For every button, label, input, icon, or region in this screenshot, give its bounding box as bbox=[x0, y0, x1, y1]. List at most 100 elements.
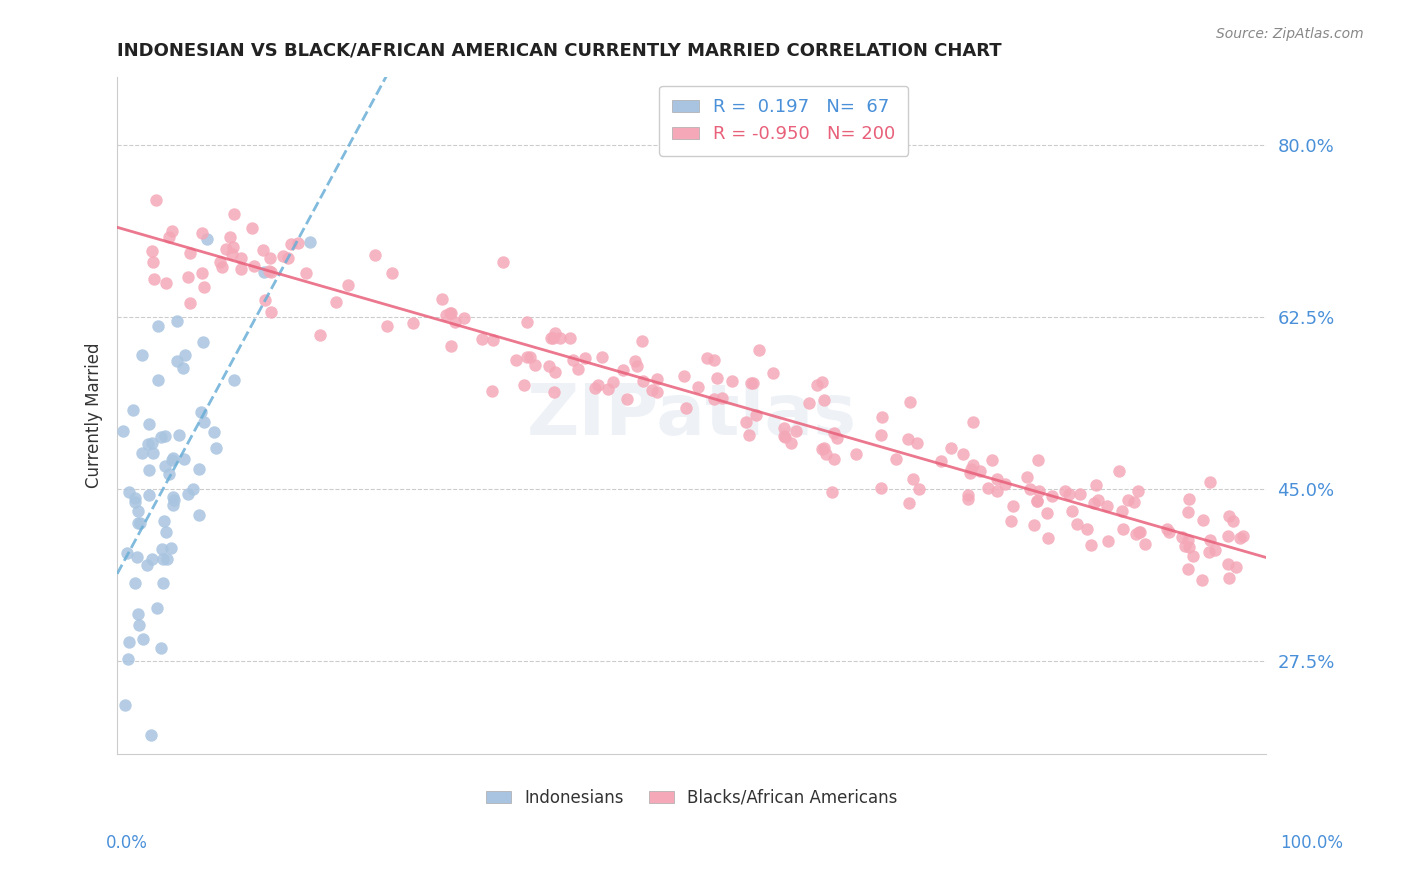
Point bbox=[124, 495, 146, 509]
Legend: Indonesians, Blacks/African Americans: Indonesians, Blacks/African Americans bbox=[479, 782, 904, 814]
Point bbox=[439, 306, 461, 320]
Point bbox=[1053, 483, 1076, 498]
Point bbox=[1133, 537, 1156, 551]
Point bbox=[735, 415, 758, 429]
Point bbox=[115, 546, 138, 560]
Point bbox=[1216, 529, 1239, 543]
Point bbox=[1177, 540, 1199, 554]
Point bbox=[124, 575, 146, 590]
Point bbox=[222, 207, 245, 221]
Point bbox=[845, 447, 868, 461]
Point bbox=[141, 436, 163, 450]
Point bbox=[209, 254, 232, 268]
Point bbox=[567, 362, 589, 376]
Text: 0.0%: 0.0% bbox=[105, 834, 148, 852]
Point bbox=[1229, 532, 1251, 546]
Point bbox=[179, 295, 201, 310]
Point bbox=[672, 369, 695, 384]
Point bbox=[138, 437, 160, 451]
Point bbox=[118, 484, 141, 499]
Point bbox=[1000, 514, 1022, 528]
Point bbox=[131, 348, 153, 362]
Point bbox=[243, 259, 266, 273]
Point bbox=[295, 266, 318, 280]
Point bbox=[219, 230, 242, 244]
Point bbox=[1129, 525, 1152, 540]
Point bbox=[550, 331, 572, 345]
Point bbox=[785, 424, 807, 438]
Point bbox=[132, 632, 155, 647]
Point bbox=[1174, 539, 1197, 553]
Point bbox=[128, 516, 150, 530]
Point bbox=[540, 331, 562, 345]
Point bbox=[229, 262, 252, 277]
Point bbox=[160, 541, 183, 556]
Point bbox=[1232, 529, 1254, 543]
Point bbox=[254, 293, 277, 308]
Point bbox=[222, 240, 245, 254]
Point bbox=[153, 428, 176, 442]
Point bbox=[884, 451, 907, 466]
Point bbox=[229, 251, 252, 265]
Point bbox=[1108, 464, 1130, 478]
Point bbox=[179, 246, 201, 260]
Point bbox=[586, 378, 609, 392]
Point bbox=[524, 359, 547, 373]
Point bbox=[146, 319, 169, 334]
Point bbox=[172, 360, 194, 375]
Point bbox=[142, 446, 165, 460]
Point bbox=[188, 508, 211, 522]
Point bbox=[150, 541, 173, 556]
Point bbox=[696, 351, 718, 365]
Point bbox=[191, 227, 214, 241]
Point bbox=[897, 496, 920, 510]
Point bbox=[117, 651, 139, 665]
Point bbox=[1080, 538, 1102, 552]
Point bbox=[1097, 534, 1119, 549]
Point bbox=[127, 607, 149, 622]
Point bbox=[153, 458, 176, 473]
Point bbox=[1177, 504, 1199, 518]
Point bbox=[825, 431, 848, 445]
Point bbox=[155, 524, 177, 539]
Point bbox=[111, 424, 134, 438]
Point bbox=[381, 265, 404, 279]
Point bbox=[146, 374, 169, 388]
Point bbox=[492, 254, 515, 268]
Point bbox=[202, 425, 225, 439]
Point bbox=[181, 482, 204, 496]
Point bbox=[1128, 524, 1150, 539]
Point bbox=[173, 452, 195, 467]
Point bbox=[1191, 573, 1213, 587]
Point bbox=[190, 405, 212, 419]
Point bbox=[149, 641, 172, 656]
Point bbox=[280, 236, 302, 251]
Point bbox=[141, 552, 163, 566]
Point bbox=[1177, 533, 1199, 548]
Point bbox=[513, 377, 536, 392]
Point bbox=[1066, 517, 1088, 532]
Point bbox=[1028, 483, 1050, 498]
Point bbox=[193, 415, 215, 429]
Point bbox=[146, 601, 169, 615]
Point bbox=[271, 249, 294, 263]
Point bbox=[957, 491, 980, 506]
Point bbox=[962, 416, 984, 430]
Point bbox=[1083, 496, 1105, 510]
Point bbox=[558, 330, 581, 344]
Point bbox=[430, 293, 453, 307]
Point bbox=[986, 483, 1008, 498]
Point bbox=[740, 376, 762, 390]
Point bbox=[1204, 542, 1226, 557]
Point bbox=[444, 316, 467, 330]
Point bbox=[1084, 478, 1107, 492]
Point bbox=[516, 316, 538, 330]
Point bbox=[1181, 549, 1204, 563]
Point bbox=[127, 516, 149, 530]
Point bbox=[162, 490, 184, 504]
Point bbox=[191, 335, 214, 350]
Point bbox=[703, 392, 725, 406]
Point bbox=[336, 277, 359, 292]
Point bbox=[191, 266, 214, 280]
Point bbox=[519, 350, 541, 364]
